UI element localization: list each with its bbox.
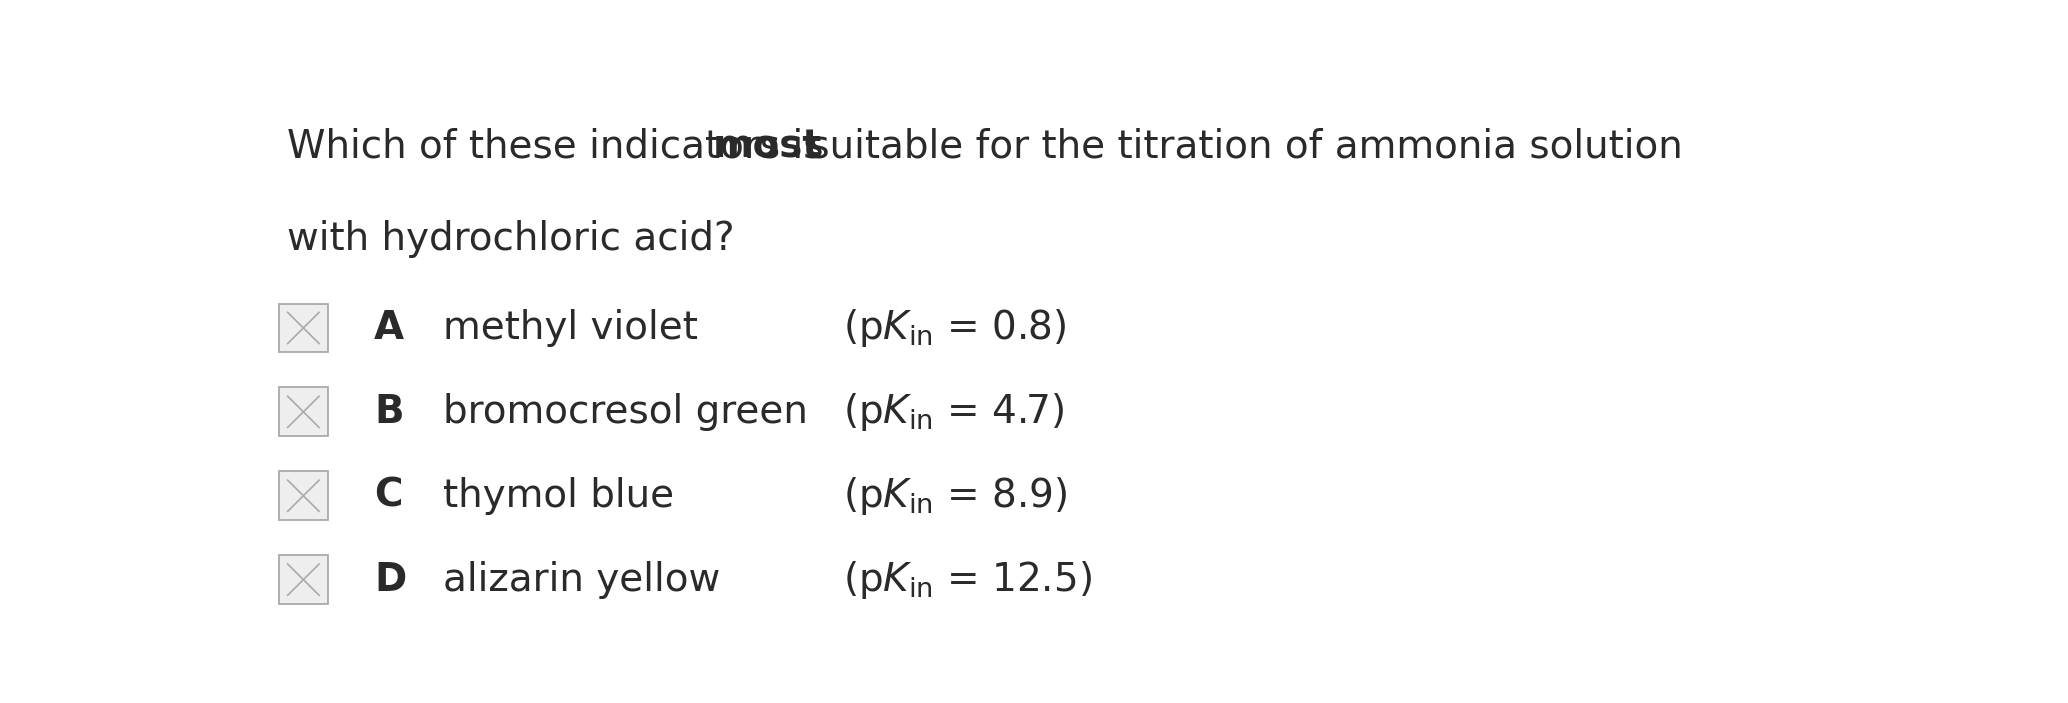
Text: suitable for the titration of ammonia solution: suitable for the titration of ammonia so…: [796, 128, 1683, 166]
Text: bromocresol green: bromocresol green: [443, 393, 809, 431]
Bar: [279, 472, 329, 520]
Text: C: C: [374, 477, 403, 515]
Bar: [279, 387, 329, 436]
Text: most: most: [713, 128, 821, 166]
Text: D: D: [374, 561, 405, 599]
Bar: [279, 304, 329, 352]
Text: with hydrochloric acid?: with hydrochloric acid?: [287, 219, 734, 258]
Text: B: B: [374, 393, 403, 431]
Text: Which of these indicators is: Which of these indicators is: [287, 128, 835, 166]
Text: A: A: [374, 309, 403, 347]
Text: alizarin yellow: alizarin yellow: [443, 561, 720, 599]
Text: (p$K_{\mathregular{in}}$ = 0.8): (p$K_{\mathregular{in}}$ = 0.8): [844, 307, 1067, 349]
Text: (p$K_{\mathregular{in}}$ = 12.5): (p$K_{\mathregular{in}}$ = 12.5): [844, 559, 1092, 600]
Text: (p$K_{\mathregular{in}}$ = 8.9): (p$K_{\mathregular{in}}$ = 8.9): [844, 475, 1067, 517]
Bar: [279, 555, 329, 604]
Text: methyl violet: methyl violet: [443, 309, 697, 347]
Text: (p$K_{\mathregular{in}}$ = 4.7): (p$K_{\mathregular{in}}$ = 4.7): [844, 391, 1065, 433]
Text: thymol blue: thymol blue: [443, 477, 674, 515]
